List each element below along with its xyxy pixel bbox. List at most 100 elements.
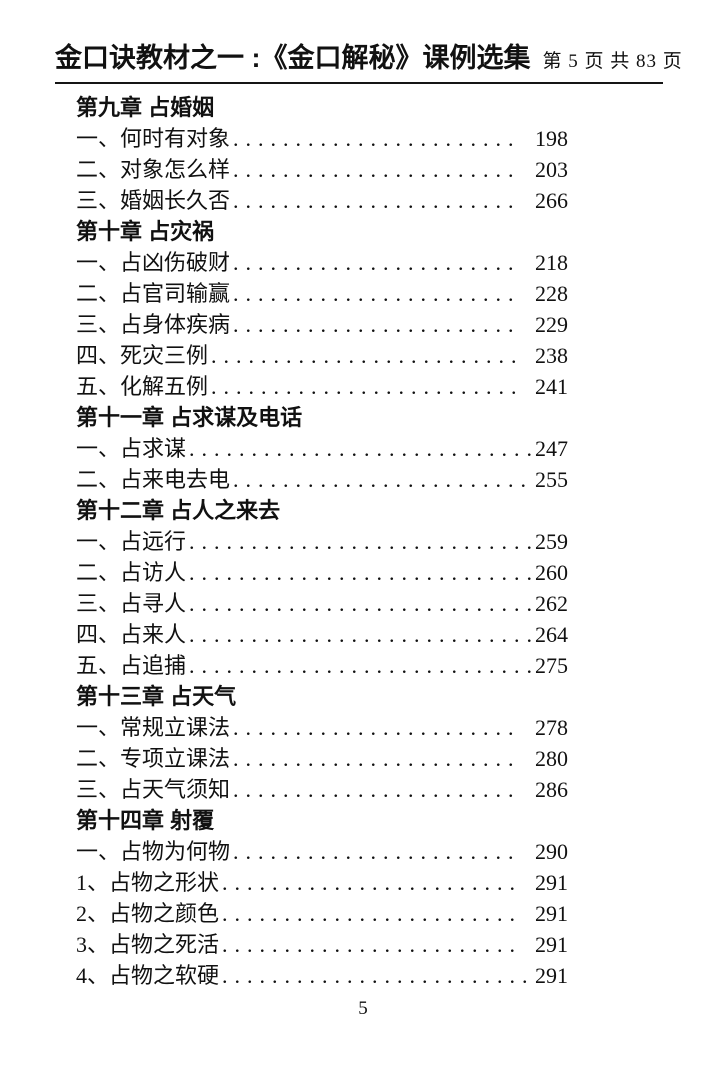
toc-entry: 三、占身体疾病.................................… — [76, 309, 568, 340]
entry-page-number: 291 — [535, 901, 568, 926]
entry-page-number: 286 — [535, 777, 568, 802]
entry-title: 2、占物之颜色 — [76, 901, 220, 926]
toc-entry: 三、占寻人...................................… — [76, 588, 568, 619]
toc-entry: 二、占官司输赢.................................… — [76, 278, 568, 309]
entry-page-number: 291 — [535, 932, 568, 957]
dot-leader: ........................................… — [189, 529, 532, 554]
entry-title: 三、占寻人 — [76, 591, 187, 616]
entry-title: 一、常规立课法 — [76, 715, 231, 740]
chapter-heading-label: 第九章 占婚姻 — [76, 95, 215, 120]
page-footer: 5 — [0, 998, 726, 1020]
header-page-info: 第 5 页 共 83 页 — [542, 51, 683, 72]
entry-page-number: 247 — [535, 436, 568, 461]
toc-entry: 四、占来人...................................… — [76, 619, 568, 650]
toc-entry: 一、占远行...................................… — [76, 526, 568, 557]
chapter-heading-label: 第十二章 占人之来去 — [76, 498, 281, 523]
entry-page-number: 238 — [535, 343, 568, 368]
entry-title: 二、对象怎么样 — [76, 157, 231, 182]
chapter-heading: 第十四章 射覆 — [76, 805, 568, 836]
dot-leader: ........................................… — [222, 870, 521, 895]
dot-leader: ........................................… — [233, 312, 521, 337]
entry-title: 一、占物为何物 — [76, 839, 231, 864]
toc-entry: 1、占物之形状.................................… — [76, 867, 568, 898]
entry-page-number: 203 — [535, 157, 568, 182]
dot-leader: ........................................… — [233, 467, 532, 492]
entry-title: 一、占远行 — [76, 529, 187, 554]
dot-leader: ........................................… — [233, 839, 521, 864]
toc-entry: 一、占物为何物.................................… — [76, 836, 568, 867]
entry-page-number: 290 — [535, 839, 568, 864]
entry-title: 四、死灾三例 — [76, 343, 209, 368]
toc-entry: 二、对象怎么样.................................… — [76, 154, 568, 185]
dot-leader: ........................................… — [189, 622, 532, 647]
dot-leader: ........................................… — [233, 746, 521, 771]
dot-leader: ........................................… — [189, 591, 532, 616]
toc-entry: 三、占天气须知.................................… — [76, 774, 568, 805]
table-of-contents: 第九章 占婚姻 一、何时有对象.........................… — [76, 92, 568, 991]
toc-entry: 一、占凶伤破财.................................… — [76, 247, 568, 278]
entry-page-number: 280 — [535, 746, 568, 771]
page-header: 金口诀教材之一 :《金口解秘》课例选集 第 5 页 共 83 页 — [55, 36, 682, 84]
entry-title: 一、占求谋 — [76, 436, 187, 461]
toc-entry: 2、占物之颜色.................................… — [76, 898, 568, 929]
toc-entry: 三、婚姻长久否.................................… — [76, 185, 568, 216]
dot-leader: ........................................… — [233, 188, 521, 213]
dot-leader: ........................................… — [189, 653, 532, 678]
toc-entry: 一、常规立课法.................................… — [76, 712, 568, 743]
dot-leader: ........................................… — [233, 157, 521, 182]
entry-title: 1、占物之形状 — [76, 870, 220, 895]
chapter-heading-label: 第十三章 占天气 — [76, 684, 237, 709]
entry-title: 四、占来人 — [76, 622, 187, 647]
toc-entry: 4、占物之软硬.................................… — [76, 960, 568, 991]
entry-title: 三、占身体疾病 — [76, 312, 231, 337]
entry-title: 二、专项立课法 — [76, 746, 231, 771]
entry-page-number: 228 — [535, 281, 568, 306]
entry-title: 二、占访人 — [76, 560, 187, 585]
entry-title: 三、婚姻长久否 — [76, 188, 231, 213]
dot-leader: ........................................… — [222, 932, 521, 957]
chapter-heading-label: 第十一章 占求谋及电话 — [76, 405, 303, 430]
entry-title: 一、占凶伤破财 — [76, 250, 231, 275]
toc-entry: 一、何时有对象.................................… — [76, 123, 568, 154]
dot-leader: ........................................… — [233, 126, 521, 151]
entry-page-number: 264 — [535, 622, 568, 647]
entry-page-number: 260 — [535, 560, 568, 585]
entry-page-number: 291 — [535, 870, 568, 895]
toc-entry: 二、占访人...................................… — [76, 557, 568, 588]
chapter-heading-label: 第十章 占灾祸 — [76, 219, 215, 244]
entry-page-number: 255 — [535, 467, 568, 492]
chapter-heading-label: 第十四章 射覆 — [76, 808, 215, 833]
chapter-heading: 第九章 占婚姻 — [76, 92, 568, 123]
chapter-heading: 第十章 占灾祸 — [76, 216, 568, 247]
toc-entry: 二、专项立课法.................................… — [76, 743, 568, 774]
footer-page-number: 5 — [358, 998, 368, 1019]
dot-leader: ........................................… — [211, 374, 521, 399]
dot-leader: ........................................… — [189, 436, 532, 461]
chapter-heading: 第十三章 占天气 — [76, 681, 568, 712]
dot-leader: ........................................… — [189, 560, 532, 585]
entry-page-number: 198 — [535, 126, 568, 151]
book-title: 金口诀教材之一 :《金口解秘》课例选集 — [55, 43, 531, 73]
toc-entry: 二、占来电去电.................................… — [76, 464, 568, 495]
entry-page-number: 291 — [535, 963, 568, 988]
entry-page-number: 262 — [535, 591, 568, 616]
dot-leader: ........................................… — [211, 343, 521, 368]
dot-leader: ........................................… — [222, 901, 521, 926]
header-rule — [55, 82, 663, 84]
entry-title: 二、占官司输赢 — [76, 281, 231, 306]
entry-page-number: 218 — [535, 250, 568, 275]
toc-entry: 一、占求谋...................................… — [76, 433, 568, 464]
dot-leader: ........................................… — [233, 281, 521, 306]
toc-entry: 3、占物之死活.................................… — [76, 929, 568, 960]
entry-title: 4、占物之软硬 — [76, 963, 220, 988]
toc-entry: 五、占追捕...................................… — [76, 650, 568, 681]
entry-title: 一、何时有对象 — [76, 126, 231, 151]
entry-page-number: 275 — [535, 653, 568, 678]
entry-page-number: 266 — [535, 188, 568, 213]
toc-entry: 五、化解五例..................................… — [76, 371, 568, 402]
entry-title: 3、占物之死活 — [76, 932, 220, 957]
entry-page-number: 259 — [535, 529, 568, 554]
toc-entry: 四、死灾三例..................................… — [76, 340, 568, 371]
entry-page-number: 278 — [535, 715, 568, 740]
entry-title: 五、占追捕 — [76, 653, 187, 678]
